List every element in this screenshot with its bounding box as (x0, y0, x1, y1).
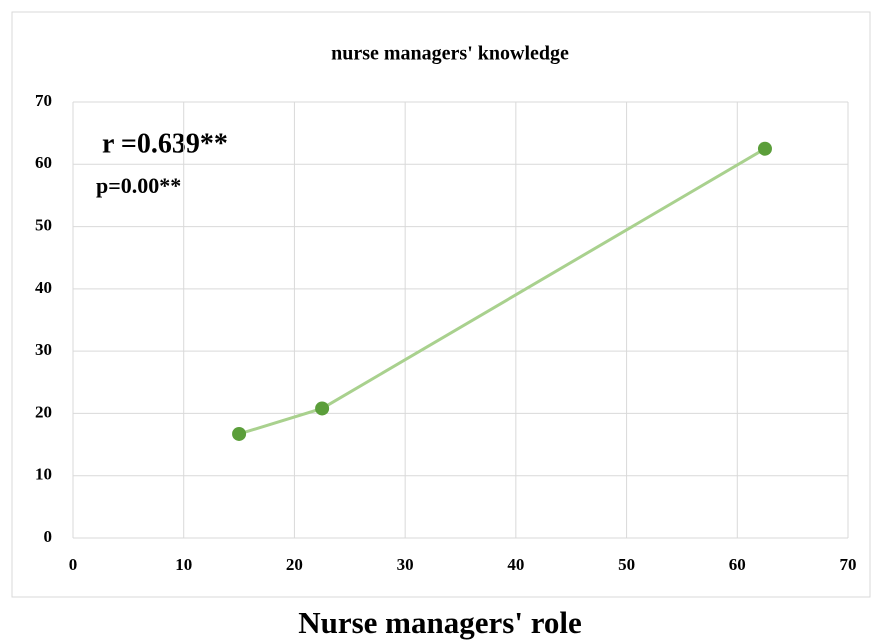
chart-title: nurse managers' knowledge (331, 43, 569, 65)
x-tick-label: 20 (286, 555, 303, 574)
data-point (757, 141, 772, 156)
chart-frame (11, 11, 871, 598)
data-point (315, 401, 330, 416)
y-tick-label: 30 (35, 340, 52, 359)
x-tick-label: 0 (69, 555, 78, 574)
x-axis-label: Nurse managers' role (298, 605, 582, 640)
x-tick-label: 40 (507, 555, 524, 574)
x-tick-label: 10 (175, 555, 192, 574)
y-tick-label: 70 (35, 91, 52, 110)
x-tick-label: 30 (397, 555, 414, 574)
y-tick-label: 20 (35, 402, 52, 421)
data-point (232, 426, 247, 441)
y-tick-label: 50 (35, 215, 52, 234)
y-tick-label: 10 (35, 465, 52, 484)
y-tick-label: 40 (35, 278, 52, 297)
annotation: r =0.639** (102, 128, 228, 159)
annotation: p=0.00** (96, 173, 181, 198)
x-tick-label: 50 (618, 555, 635, 574)
y-tick-label: 60 (35, 153, 52, 172)
x-tick-label: 60 (729, 555, 746, 574)
y-tick-label: 0 (44, 527, 53, 546)
x-tick-label: 70 (840, 555, 857, 574)
